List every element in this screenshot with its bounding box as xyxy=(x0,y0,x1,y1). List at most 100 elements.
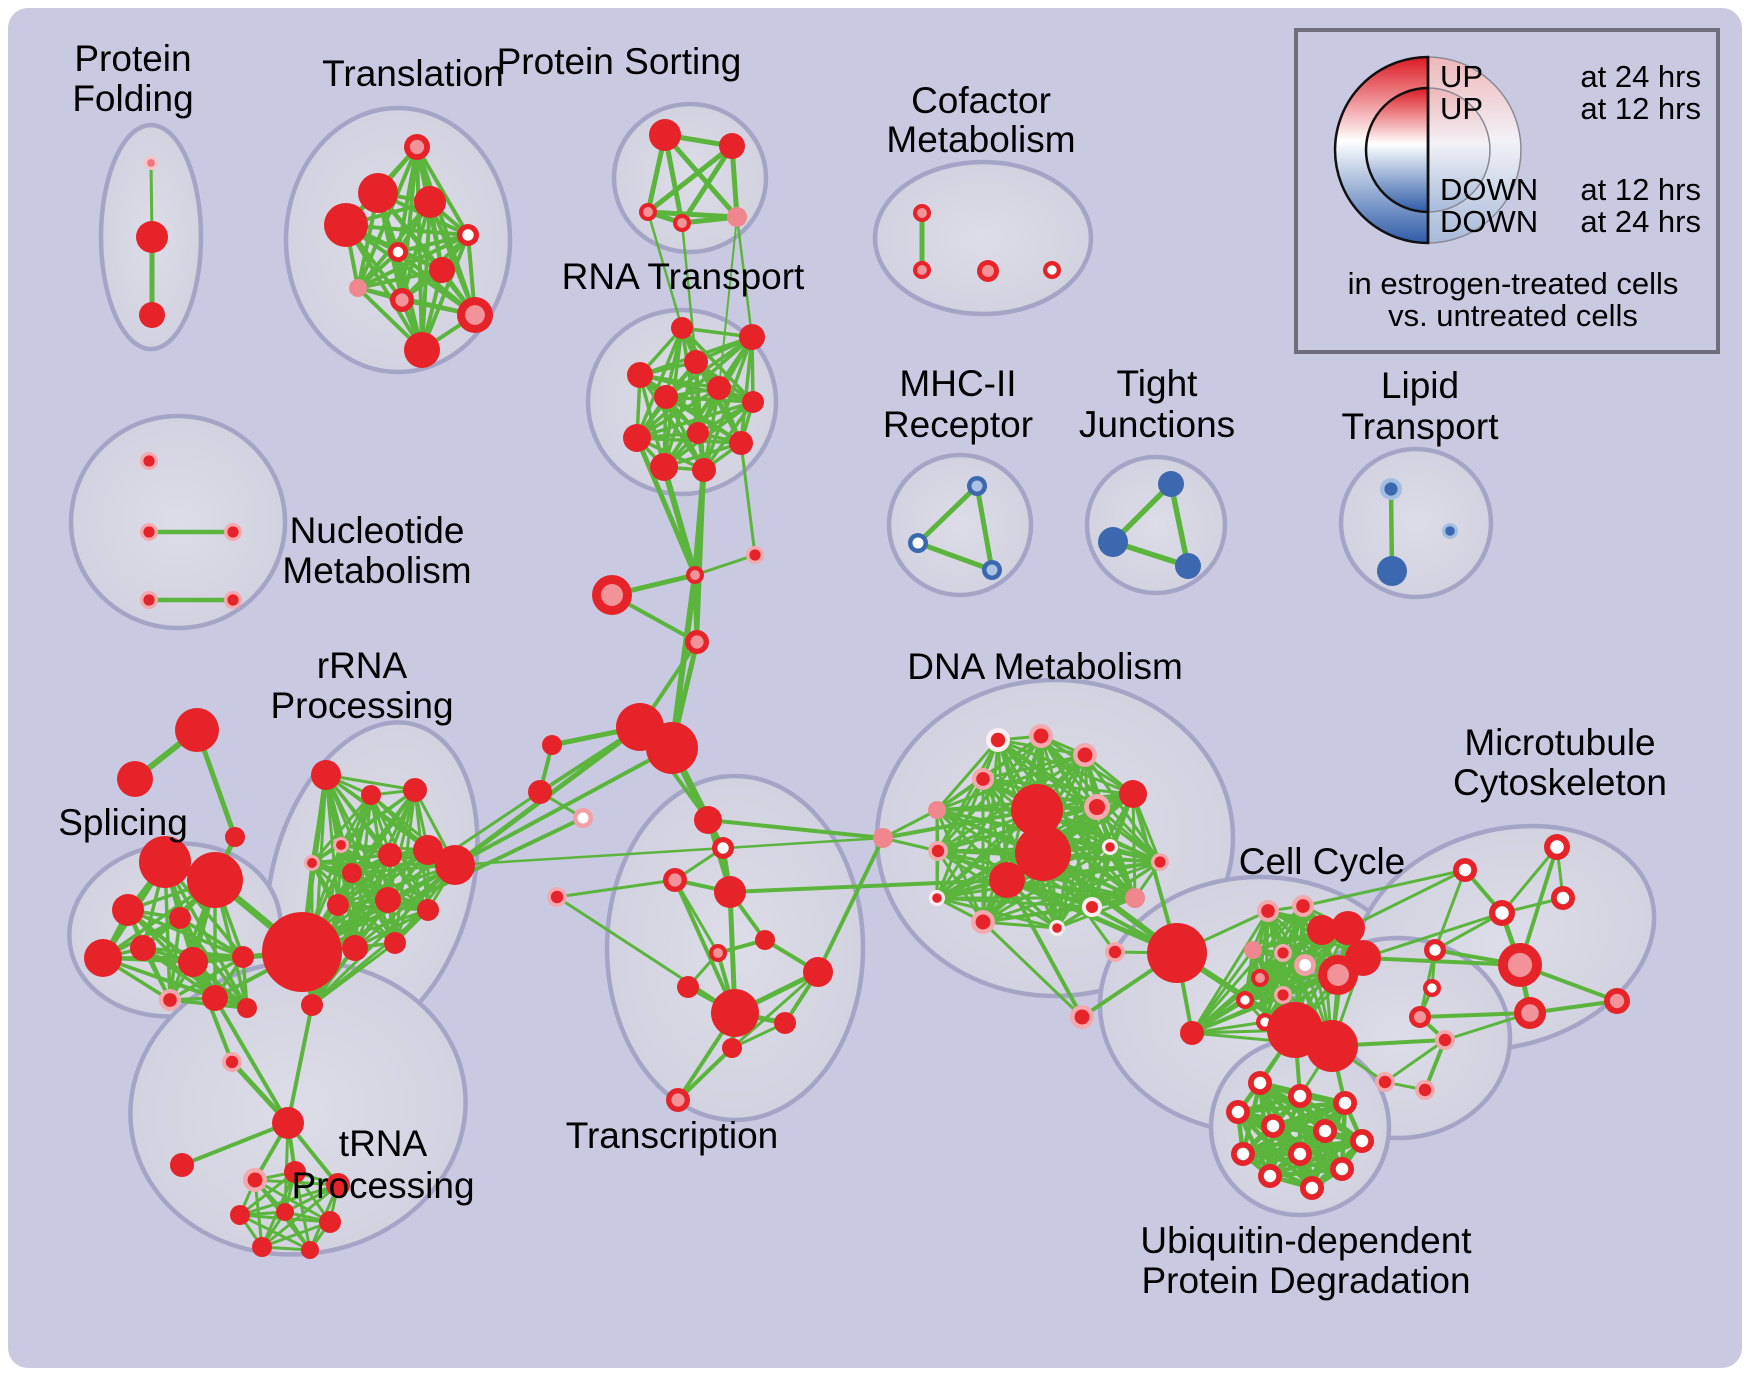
cluster-label-nucleotide-metabolism: Nucleotide xyxy=(290,510,465,551)
edge xyxy=(1433,868,1467,952)
gene-node-r4 xyxy=(627,362,653,388)
cluster-label-lipid-transport: Lipid xyxy=(1381,365,1459,406)
cluster-label-translation: Translation xyxy=(322,53,504,94)
gene-node-d4 xyxy=(972,768,994,790)
cluster-label-rna-transport: RNA Transport xyxy=(562,256,805,297)
gene-node-sp1 xyxy=(139,836,191,888)
edge xyxy=(718,216,738,389)
gene-node-rr5 xyxy=(304,855,320,871)
gene-node-n2 xyxy=(140,523,158,541)
cluster-label-ubiquitin-degradation: Ubiquitin-dependent xyxy=(1140,1220,1472,1261)
edge xyxy=(555,895,737,1015)
gene-node-x7 xyxy=(542,735,562,755)
edge xyxy=(728,878,1009,894)
gene-node-t8 xyxy=(349,279,367,297)
edge xyxy=(1500,845,1559,915)
gene-node-r1 xyxy=(671,317,693,339)
gene-node-rr9 xyxy=(435,845,475,885)
legend-time-2: at 12 hrs xyxy=(1580,172,1701,207)
edge xyxy=(664,395,755,404)
edge xyxy=(1361,956,1522,967)
gene-node-n4 xyxy=(140,591,158,609)
edge xyxy=(1190,976,1262,1035)
gene-node-tr10 xyxy=(711,989,759,1037)
gene-node-m2 xyxy=(908,533,928,553)
gene-node-cm4 xyxy=(1043,261,1061,279)
cluster-label-mhc-ii-receptor: Receptor xyxy=(883,404,1033,445)
edge xyxy=(1267,1166,1345,1179)
edge xyxy=(168,955,245,1002)
edge xyxy=(300,790,542,954)
edge xyxy=(336,863,457,907)
edge xyxy=(1301,868,1467,908)
legend-direction-0: UP xyxy=(1440,59,1483,94)
edge xyxy=(679,143,735,226)
edge xyxy=(702,335,754,472)
cluster-label-ubiquitin-degradation: Protein Degradation xyxy=(1141,1260,1470,1301)
gene-node-d2 xyxy=(1029,724,1053,748)
gene-node-tr5 xyxy=(714,876,746,908)
gene-node-cc20 xyxy=(1306,1020,1358,1072)
edge xyxy=(981,920,1084,1019)
gene-node-t10 xyxy=(457,297,493,333)
gene-node-rrhub xyxy=(262,912,342,992)
gene-node-d3 xyxy=(1073,743,1097,767)
edge xyxy=(238,1183,340,1217)
gene-node-ub4 xyxy=(1226,1100,1250,1124)
gene-node-d15 xyxy=(971,910,995,934)
cluster-label-mhc-ii-receptor: MHC-II xyxy=(899,363,1016,404)
gene-node-tr7 xyxy=(755,930,775,950)
edge xyxy=(1235,1100,1348,1115)
gene-node-m3 xyxy=(982,560,1002,580)
gene-node-rr10 xyxy=(327,894,349,916)
edge xyxy=(1418,1011,1532,1019)
gene-node-mt13 xyxy=(1544,834,1570,860)
edge xyxy=(1190,909,1270,1035)
gene-node-cm3 xyxy=(977,260,999,282)
gene-node-cm2 xyxy=(913,261,931,279)
cluster-label-protein-folding: Protein xyxy=(74,38,191,79)
gene-node-t6 xyxy=(388,242,408,262)
edge xyxy=(1240,1128,1328,1157)
edge xyxy=(739,441,757,557)
gene-node-n3 xyxy=(224,523,242,541)
edge xyxy=(816,836,885,974)
gene-node-d22 xyxy=(1070,1005,1094,1029)
gene-node-mt8 xyxy=(1409,1006,1431,1028)
edge xyxy=(702,386,721,472)
gene-node-cc15 xyxy=(1274,986,1292,1004)
cluster-label-dna-metabolism: DNA Metabolism xyxy=(907,646,1183,687)
gene-node-x3 xyxy=(592,575,632,615)
edge xyxy=(393,788,417,945)
gene-node-x4 xyxy=(685,630,709,654)
edge xyxy=(645,143,735,215)
edge xyxy=(191,960,234,1064)
gene-node-r8 xyxy=(623,424,651,452)
gene-node-t3 xyxy=(324,203,368,247)
edge xyxy=(286,1003,314,1125)
gene-node-rr14 xyxy=(384,932,406,954)
cluster-label-splicing: Splicing xyxy=(58,802,188,843)
edge xyxy=(180,1121,290,1167)
gene-node-d7 xyxy=(1015,825,1071,881)
gene-node-rr6 xyxy=(342,863,362,883)
legend-time-3: at 24 hrs xyxy=(1580,204,1701,239)
gene-node-tr8 xyxy=(803,957,833,987)
gene-node-cc11 xyxy=(1294,954,1316,976)
cluster-ellipse-lipid-transport xyxy=(1338,446,1494,600)
gene-node-cc9 xyxy=(1244,941,1262,959)
edge xyxy=(453,836,885,867)
edge xyxy=(676,1046,734,1102)
gene-node-d10 xyxy=(873,828,893,848)
edge xyxy=(353,863,457,950)
gene-node-ub2 xyxy=(1288,1084,1312,1108)
edge xyxy=(635,326,684,440)
gene-node-tj3 xyxy=(1175,553,1201,579)
gene-node-tb1 xyxy=(243,1168,267,1192)
gene-node-sp8 xyxy=(232,946,254,968)
cluster-label-microtubule-cytoskeleton: Cytoskeleton xyxy=(1453,762,1667,803)
edge xyxy=(706,818,885,840)
edge xyxy=(881,808,939,840)
gene-node-ub1 xyxy=(1248,1071,1272,1095)
